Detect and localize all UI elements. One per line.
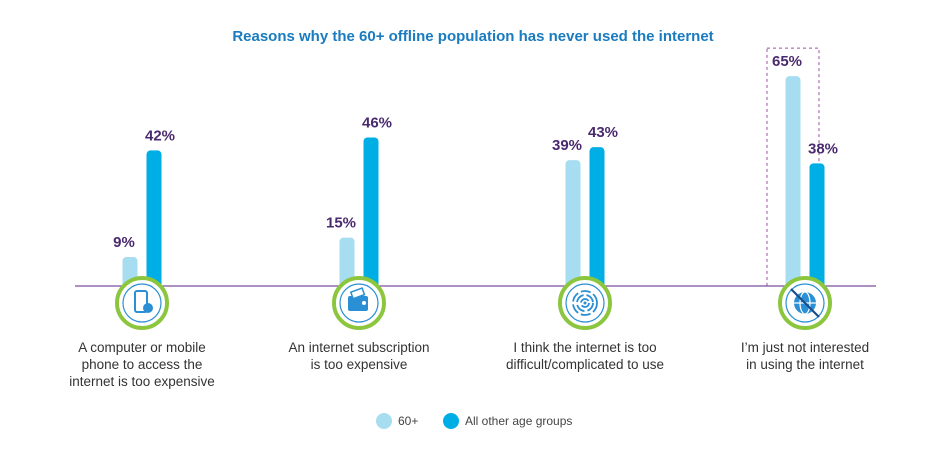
category-icons (115, 276, 832, 330)
bars-group: 9% 15% 39% 65% 42% 46% 43% 38% (113, 47, 838, 289)
value-label-other-ages-0: 42% (145, 127, 175, 144)
legend-item-other-ages: All other age groups (443, 413, 572, 429)
value-label-age-60-plus-3: 65% (772, 53, 802, 70)
category-label-line: An internet subscription (288, 340, 429, 355)
category-label-line: difficult/complicated to use (506, 357, 664, 372)
bar-other-ages-0 (146, 150, 162, 288)
maze-icon (558, 276, 612, 330)
wallet-icon (332, 276, 386, 330)
category-label-3: I’m just not interested in using the inte… (741, 340, 869, 372)
category-label-1: An internet subscription is too expensive (288, 340, 429, 372)
no-internet-icon (778, 276, 832, 330)
category-label-2: I think the internet is too difficult/com… (506, 340, 664, 372)
bar-other-ages-3 (809, 163, 825, 288)
value-label-other-ages-2: 43% (588, 124, 618, 141)
legend-swatch (443, 413, 459, 429)
legend-label: 60+ (398, 414, 418, 428)
legend-label: All other age groups (465, 414, 572, 428)
mobile-phone-icon (115, 276, 169, 330)
value-label-other-ages-3: 38% (808, 140, 838, 157)
legend-swatch (376, 413, 392, 429)
value-label-age-60-plus-1: 15% (326, 215, 356, 232)
value-label-age-60-plus-2: 39% (552, 137, 582, 154)
value-label-age-60-plus-0: 9% (113, 234, 135, 251)
bar-other-ages-2 (589, 147, 605, 288)
bar-age-60-plus-3 (785, 76, 801, 289)
bar-age-60-plus-1 (339, 237, 355, 288)
category-label-line: I think the internet is too (513, 340, 656, 355)
legend-item-60-plus: 60+ (376, 413, 418, 429)
category-label-line: in using the internet (746, 357, 864, 372)
category-labels: A computer or mobile phone to access the i… (69, 340, 869, 389)
bar-age-60-plus-2 (565, 160, 581, 288)
bar-other-ages-1 (363, 137, 379, 288)
category-label-line: phone to access the (82, 357, 203, 372)
chart-title: Reasons why the 60+ offline population h… (232, 28, 713, 45)
category-label-line: is too expensive (311, 357, 408, 372)
value-label-other-ages-1: 46% (362, 114, 392, 131)
category-label-line: A computer or mobile (78, 340, 206, 355)
legend: 60+ All other age groups (376, 413, 572, 429)
category-label-line: I’m just not interested (741, 340, 869, 355)
category-label-line: internet is too expensive (69, 374, 215, 389)
category-label-0: A computer or mobile phone to access the i… (69, 340, 215, 389)
